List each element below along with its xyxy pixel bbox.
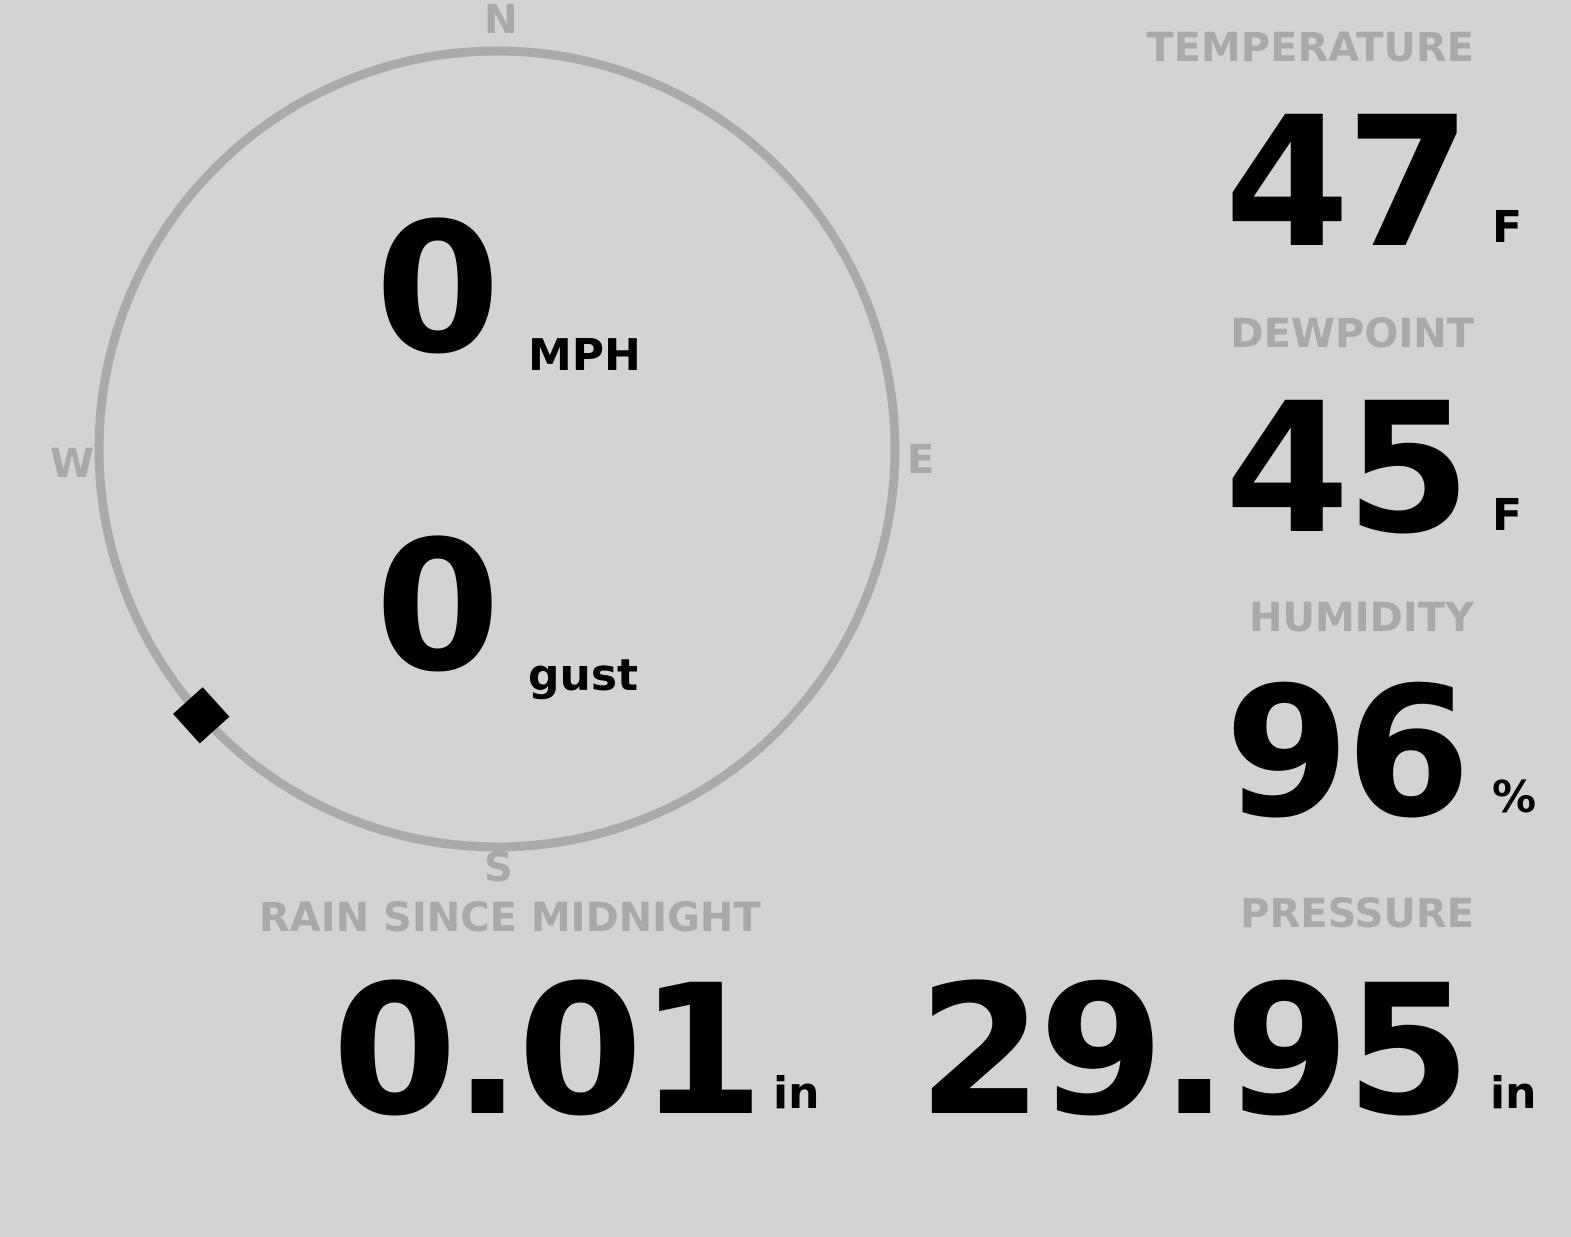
temperature-unit: F (1492, 202, 1523, 253)
wind-gust-value: 0 (375, 503, 500, 712)
humidity-label: HUMIDITY (1249, 595, 1474, 641)
pressure-label: PRESSURE (1240, 891, 1474, 937)
temperature-value: 47 (1224, 79, 1471, 288)
rain-value: 0.01 (332, 947, 764, 1156)
rain-label: RAIN SINCE MIDNIGHT (259, 895, 761, 941)
humidity-value: 96 (1224, 649, 1471, 858)
temperature-label: TEMPERATURE (1146, 25, 1474, 71)
pressure-value: 29.95 (917, 947, 1471, 1156)
dewpoint-label: DEWPOINT (1230, 311, 1474, 357)
rain-unit: in (773, 1068, 820, 1119)
compass-north: N (484, 0, 518, 43)
wind-speed-unit: MPH (528, 330, 641, 381)
humidity-unit: % (1492, 772, 1537, 823)
pressure-unit: in (1490, 1068, 1537, 1119)
compass-east: E (907, 437, 935, 483)
compass-south: S (484, 845, 513, 891)
wind-compass (94, 46, 900, 852)
dewpoint-unit: F (1492, 490, 1523, 541)
wind-gust-unit: gust (528, 650, 639, 701)
wind-direction-diamond-icon (172, 687, 230, 744)
compass-ring (94, 46, 900, 852)
wind-speed-value: 0 (375, 185, 500, 394)
compass-west: W (50, 441, 95, 487)
dewpoint-value: 45 (1224, 365, 1471, 574)
